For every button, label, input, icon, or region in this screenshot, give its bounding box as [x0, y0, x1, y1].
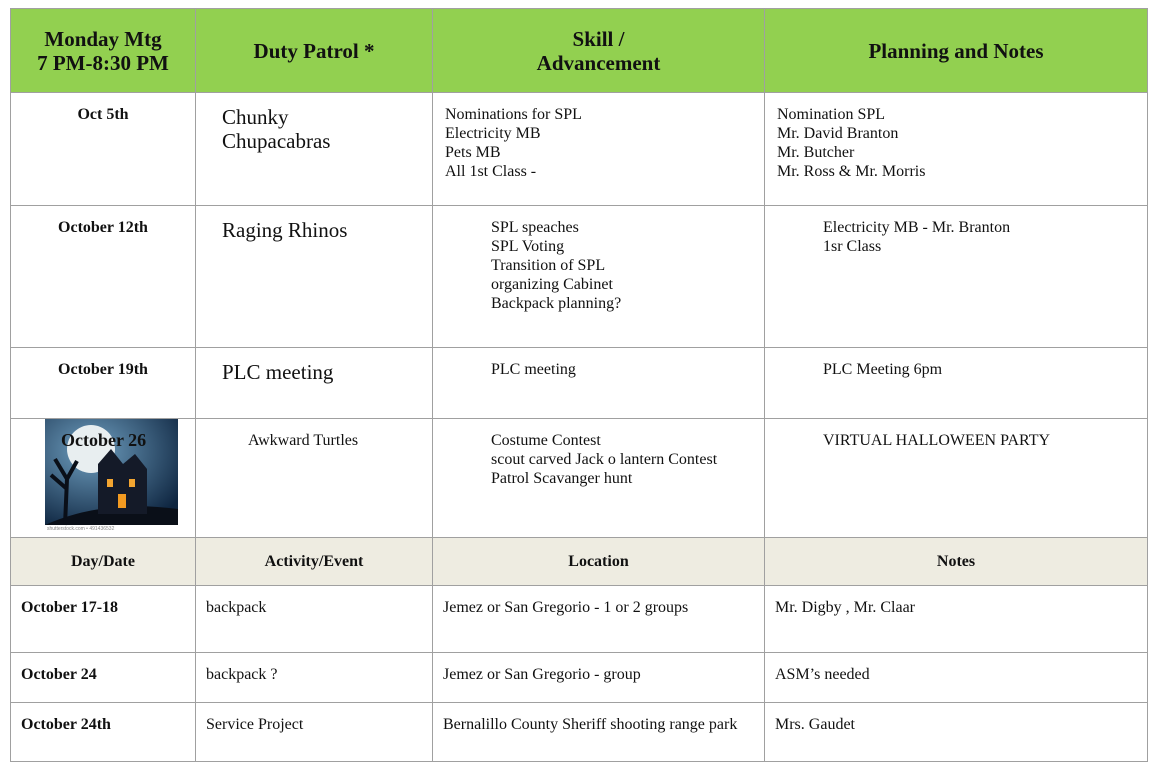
date-text: Oct 5th: [77, 106, 129, 123]
patrol-line: Chunky: [222, 105, 289, 129]
header-cell: Duty Patrol *: [195, 8, 433, 93]
skill-item: SPL Voting: [491, 238, 565, 255]
header-line: Monday Mtg: [44, 26, 162, 51]
activity-cell: Bernalillo County Sheriff shooting range…: [432, 702, 765, 762]
notes-cell: Electricity MB - Mr. Branton 1sr Class: [764, 205, 1148, 348]
notes-line: Nomination SPL: [777, 106, 886, 123]
table-row: October 19th PLC meeting PLC meeting PLC Me…: [10, 347, 1148, 419]
notes-list: Electricity MB - Mr. Branton 1sr Class: [777, 218, 1137, 256]
header-cell: Monday Mtg 7 PM-8:30 PM: [10, 8, 196, 93]
skill-line: All 1st Class -: [445, 163, 537, 180]
patrol-cell: Raging Rhinos: [195, 205, 433, 348]
header-line: Advancement: [536, 50, 661, 75]
date-cell: October 12th: [10, 205, 196, 348]
activity-cell: Mrs. Gaudet: [764, 702, 1148, 762]
skill-list: SPL speaches SPL Voting Transition of SPL o…: [445, 218, 754, 313]
notes-cell: Nomination SPL Mr. David Branton Mr. Butch…: [764, 92, 1148, 206]
notes-item: PLC Meeting 6pm: [823, 361, 943, 378]
notes-list: VIRTUAL HALLOWEEN PARTY: [777, 431, 1137, 450]
header-cell: Skill / Advancement: [432, 8, 765, 93]
skill-item: Patrol Scavanger hunt: [491, 470, 633, 487]
date-cell: October 26 shutterstock.com • 491436532: [10, 418, 196, 538]
table-row: October 26 shutterstock.com • 491436532 Aw…: [10, 418, 1148, 538]
patrol-line: Chupacabras: [222, 129, 331, 153]
schedule-table: Monday Mtg 7 PM-8:30 PM Duty Patrol * Skill…: [10, 8, 1148, 762]
table-row: October 24th Service Project Bernalillo Co…: [10, 702, 1148, 762]
skill-item: organizing Cabinet: [491, 276, 613, 293]
notes-cell: VIRTUAL HALLOWEEN PARTY: [764, 418, 1148, 538]
activity-cell: Jemez or San Gregorio - 1 or 2 groups: [432, 585, 765, 653]
header-cell: Location: [432, 537, 765, 586]
halloween-image: [45, 419, 178, 526]
notes-line: Mr. Butcher: [777, 144, 855, 161]
header-cell: Planning and Notes: [764, 8, 1148, 93]
activity-cell: October 24: [10, 652, 196, 703]
date-cell: Oct 5th: [10, 92, 196, 206]
table-row: Day/Date Activity/Event Location Notes: [10, 537, 1148, 586]
patrol-line: PLC meeting: [222, 360, 334, 384]
skill-item: SPL speaches: [491, 219, 579, 236]
notes-item: 1sr Class: [823, 238, 882, 255]
table-row: October 12th Raging Rhinos SPL speaches SPL…: [10, 205, 1148, 348]
activity-cell: October 24th: [10, 702, 196, 762]
activity-cell: Jemez or San Gregorio - group: [432, 652, 765, 703]
notes-cell: PLC Meeting 6pm: [764, 347, 1148, 419]
skill-item: Transition of SPL: [491, 257, 606, 274]
skill-item: scout carved Jack o lantern Contest: [491, 451, 718, 468]
header-cell: Day/Date: [10, 537, 196, 586]
patrol-cell: Chunky Chupacabras: [195, 92, 433, 206]
skill-item: PLC meeting: [491, 361, 576, 378]
skill-line: Electricity MB: [445, 125, 541, 142]
date-text: October 19th: [58, 361, 148, 378]
header-line: Planning and Notes: [868, 38, 1044, 63]
notes-item: Electricity MB - Mr. Branton: [823, 219, 1011, 236]
activity-cell: ASM’s needed: [764, 652, 1148, 703]
skill-list: PLC meeting: [445, 360, 754, 379]
activity-cell: October 17-18: [10, 585, 196, 653]
activity-cell: backpack: [195, 585, 433, 653]
date-text: October 12th: [58, 219, 148, 236]
skill-item: Backpack planning?: [491, 295, 622, 312]
image-caption: shutterstock.com • 491436532: [47, 526, 115, 532]
header-cell: Activity/Event: [195, 537, 433, 586]
notes-item: VIRTUAL HALLOWEEN PARTY: [823, 432, 1051, 449]
notes-line: Mr. Ross & Mr. Morris: [777, 163, 926, 180]
activity-cell: Mr. Digby , Mr. Claar: [764, 585, 1148, 653]
header-line: Duty Patrol *: [253, 38, 375, 63]
patrol-line: Raging Rhinos: [222, 218, 348, 242]
skill-cell: Nominations for SPL Electricity MB Pets MB…: [432, 92, 765, 206]
table-body: Monday Mtg 7 PM-8:30 PM Duty Patrol * Skill…: [10, 8, 1148, 762]
skill-cell: Costume Contest scout carved Jack o lante…: [432, 418, 765, 538]
patrol-cell: PLC meeting: [195, 347, 433, 419]
date-text: October 26: [61, 430, 147, 450]
header-line: Skill /: [572, 26, 625, 51]
notes-line: Mr. David Branton: [777, 125, 899, 142]
notes-list: PLC Meeting 6pm: [777, 360, 1137, 379]
skill-line: Pets MB: [445, 144, 501, 161]
table-row: October 17-18 backpack Jemez or San Gregor…: [10, 585, 1148, 653]
header-line: 7 PM-8:30 PM: [37, 50, 169, 75]
skill-cell: PLC meeting: [432, 347, 765, 419]
header-cell: Notes: [764, 537, 1148, 586]
activity-cell: backpack ?: [195, 652, 433, 703]
skill-item: Costume Contest: [491, 432, 601, 449]
patrol-line: Awkward Turtles: [248, 432, 359, 449]
activity-cell: Service Project: [195, 702, 433, 762]
table-row: October 24 backpack ? Jemez or San Gregori…: [10, 652, 1148, 703]
patrol-cell: Awkward Turtles: [195, 418, 433, 538]
skill-list: Costume Contest scout carved Jack o lante…: [445, 431, 754, 488]
table-row: Monday Mtg 7 PM-8:30 PM Duty Patrol * Skill…: [10, 8, 1148, 93]
table-row: Oct 5th Chunky Chupacabras Nominations for …: [10, 92, 1148, 206]
skill-line: Nominations for SPL: [445, 106, 582, 123]
date-cell: October 19th: [10, 347, 196, 419]
skill-cell: SPL speaches SPL Voting Transition of SPL o…: [432, 205, 765, 348]
